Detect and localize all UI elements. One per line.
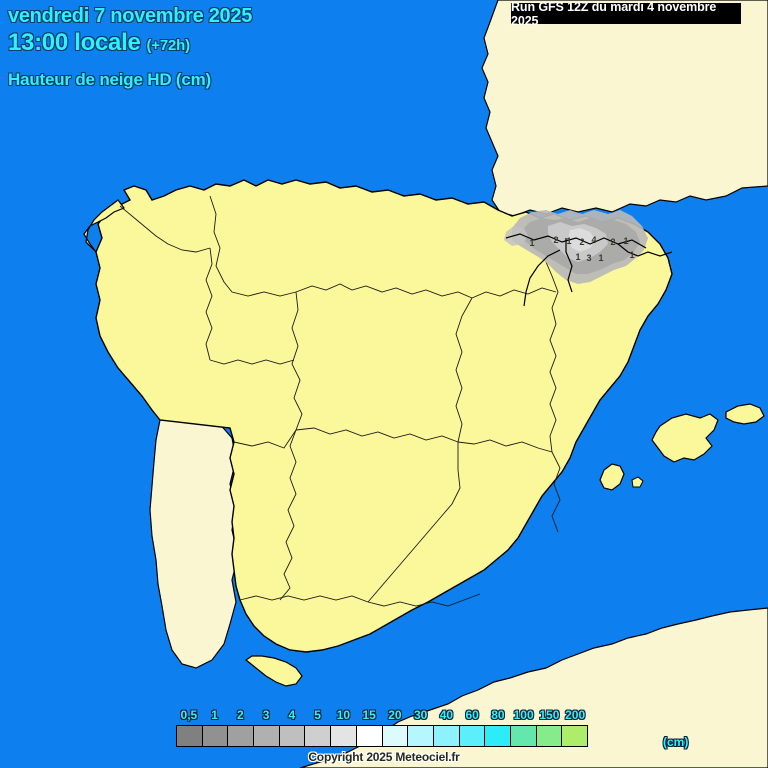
legend-tick-100: 100 (513, 708, 534, 722)
legend-tick-10: 10 (336, 708, 351, 722)
legend-tick-20: 20 (388, 708, 402, 722)
model-run-bar: Run GFS 12Z du mardi 4 novembre 2025 (511, 0, 741, 28)
forecast-time-row: 13:00 locale (+72h) (8, 29, 190, 57)
mallorca (651, 413, 719, 463)
legend-tick-30: 30 (413, 708, 428, 722)
color-scale-legend[interactable]: 0,5 1 2 3 4 5 10 15 20 30 40 60 80 100 150 200 (176, 708, 588, 747)
forecast-offset: (+72h) (146, 37, 191, 54)
legend-swatch-0-5[interactable] (177, 726, 203, 746)
legend-swatch-200[interactable] (562, 726, 587, 746)
legend-tick-60: 60 (465, 708, 479, 722)
legend-unit-label: (cm) (663, 735, 689, 749)
legend-tick-2: 2 (237, 708, 244, 722)
legend-swatch-15[interactable] (356, 726, 383, 746)
legend-tick-labels: 0,5 1 2 3 4 5 10 15 20 30 40 60 80 100 150 200 (176, 708, 588, 725)
legend-tick-40: 40 (439, 708, 454, 722)
snow-field-pyrenees (504, 210, 673, 307)
legend-tick-4: 4 (288, 708, 296, 722)
legend-tick-1: 1 (211, 708, 218, 722)
legend-swatch-5[interactable] (305, 726, 332, 746)
legend-tick-0-5: 0,5 (180, 708, 198, 722)
province-borders (119, 195, 561, 607)
legend-swatch-30[interactable] (408, 726, 434, 746)
legend-tick-80: 80 (491, 708, 505, 722)
legend-tick-15: 15 (362, 708, 376, 722)
land-inside-domain (83, 179, 673, 687)
legend-tick-150: 150 (539, 708, 560, 722)
balearic-islands (599, 403, 765, 491)
menorca (725, 403, 765, 425)
legend-swatch-40[interactable] (433, 726, 460, 746)
legend-tick-3: 3 (262, 708, 270, 722)
ibiza (599, 463, 625, 491)
legend-swatch-10[interactable] (331, 726, 357, 746)
parameter-title: Hauteur de neige HD (cm) (8, 70, 212, 89)
forecast-date: vendredi 7 novembre 2025 (8, 5, 253, 27)
legend-swatch-1[interactable] (202, 726, 229, 746)
legend-color-bar[interactable] (176, 725, 588, 747)
legend-swatch-2[interactable] (228, 726, 255, 746)
legend-swatch-150[interactable] (536, 726, 563, 746)
copyright-notice: Copyright 2025 Meteociel.fr (308, 750, 460, 764)
legend-tick-5: 5 (314, 708, 321, 722)
legend-swatch-60[interactable] (459, 726, 486, 746)
legend-tick-200: 200 (565, 708, 586, 722)
formentera (631, 476, 644, 488)
legend-swatch-80[interactable] (485, 726, 511, 746)
forecast-time: 13:00 locale (8, 29, 141, 56)
legend-swatch-100[interactable] (510, 726, 537, 746)
legend-swatch-3[interactable] (254, 726, 280, 746)
legend-swatch-20[interactable] (382, 726, 409, 746)
legend-swatch-4[interactable] (279, 726, 306, 746)
